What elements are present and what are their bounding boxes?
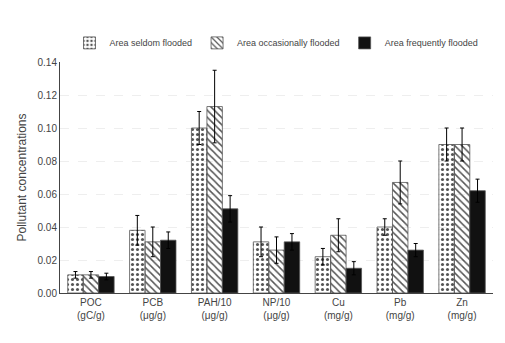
svg-text:0.14: 0.14 <box>38 57 58 68</box>
svg-text:0.12: 0.12 <box>38 90 58 101</box>
svg-text:Area seldom flooded: Area seldom flooded <box>110 38 193 48</box>
svg-text:PAH/10(μg/g): PAH/10(μg/g) <box>198 297 232 321</box>
svg-text:Zn(mg/g): Zn(mg/g) <box>448 297 477 321</box>
svg-text:POC(gC/g): POC(gC/g) <box>77 297 105 321</box>
svg-text:0.04: 0.04 <box>38 222 58 233</box>
svg-text:0.00: 0.00 <box>38 288 58 299</box>
svg-text:0.02: 0.02 <box>38 255 58 266</box>
svg-text:0.10: 0.10 <box>38 123 58 134</box>
svg-text:Area occasionally flooded: Area occasionally flooded <box>237 38 340 48</box>
svg-text:Cu(mg/g): Cu(mg/g) <box>324 297 353 321</box>
svg-text:NP/10(μg/g): NP/10(μg/g) <box>263 297 291 321</box>
svg-text:0.08: 0.08 <box>38 156 58 167</box>
svg-text:0.06: 0.06 <box>38 189 58 200</box>
svg-text:PCB(μg/g): PCB(μg/g) <box>140 297 166 321</box>
svg-text:Area frequently flooded: Area frequently flooded <box>385 38 478 48</box>
svg-text:Pollutant concentrations: Pollutant concentrations <box>15 113 29 241</box>
svg-text:Pb(mg/g): Pb(mg/g) <box>386 297 415 321</box>
